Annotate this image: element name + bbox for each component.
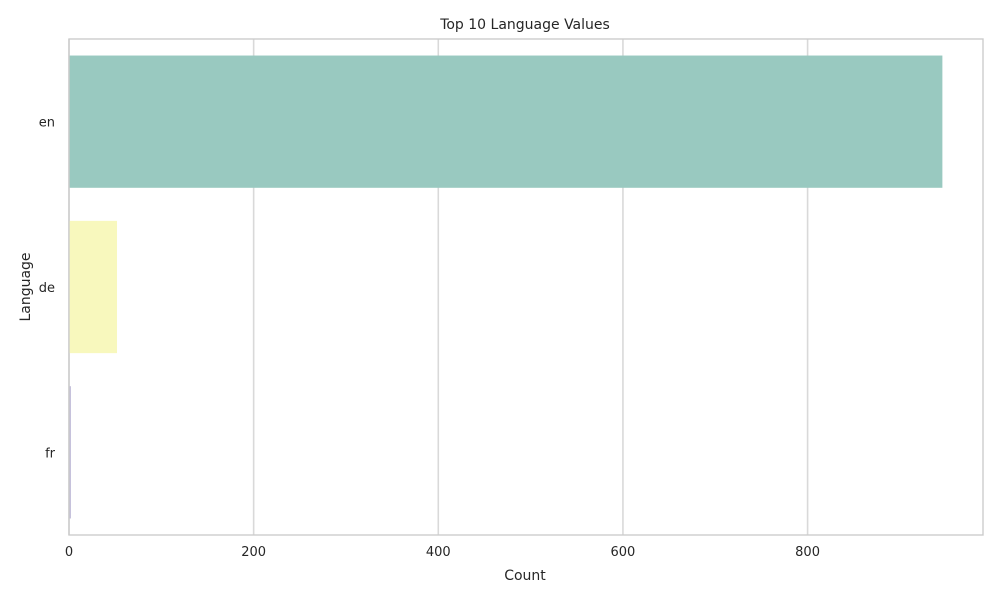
x-tick-label-600: 600	[611, 545, 636, 560]
chart-title: Top 10 Language Values	[439, 17, 610, 33]
x-tick-label-800: 800	[795, 545, 820, 560]
plot-frame	[68, 38, 984, 536]
x-tick-labels: 0 200 400 600 800	[65, 545, 820, 560]
y-tick-label-fr: fr	[45, 446, 56, 461]
y-tick-labels: en de fr	[39, 116, 56, 462]
x-tick-label-400: 400	[426, 545, 451, 560]
y-tick-label-en: en	[39, 116, 55, 131]
y-axis-label: Language	[18, 252, 34, 321]
bars	[69, 55, 943, 519]
x-tick-label-0: 0	[65, 545, 73, 560]
bar-de	[69, 220, 118, 354]
y-tick-label-de: de	[39, 281, 55, 296]
bar-fr	[69, 386, 71, 519]
x-axis-label: Count	[504, 568, 546, 584]
x-tick-label-200: 200	[241, 545, 266, 560]
bar-en	[69, 55, 943, 188]
